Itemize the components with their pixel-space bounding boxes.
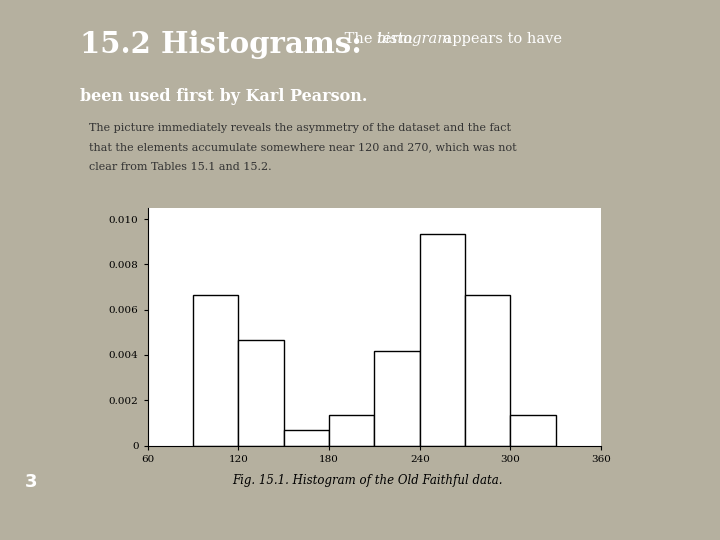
Bar — [193, 294, 238, 446]
Text: 3: 3 — [24, 473, 37, 491]
Bar — [284, 430, 329, 445]
Text: histogram: histogram — [377, 32, 451, 46]
Text: appears to have: appears to have — [438, 32, 562, 46]
Bar — [420, 234, 465, 446]
Text: The term: The term — [340, 32, 417, 46]
Bar — [510, 415, 556, 445]
Bar — [329, 415, 374, 445]
Text: clear from Tables 15.1 and 15.2.: clear from Tables 15.1 and 15.2. — [89, 162, 271, 172]
Bar — [465, 294, 510, 446]
Text: that the elements accumulate somewhere near 120 and 270, which was not: that the elements accumulate somewhere n… — [89, 143, 517, 153]
Text: 15.2 Histograms:: 15.2 Histograms: — [80, 30, 362, 59]
Text: Fig. 15.1. Histogram of the Old Faithful data.: Fig. 15.1. Histogram of the Old Faithful… — [232, 474, 503, 487]
Text: The picture immediately reveals the asymmetry of the dataset and the fact: The picture immediately reveals the asym… — [89, 123, 511, 133]
Text: been used first by Karl Pearson.: been used first by Karl Pearson. — [80, 88, 367, 105]
Bar — [374, 351, 420, 445]
Bar — [238, 340, 284, 446]
